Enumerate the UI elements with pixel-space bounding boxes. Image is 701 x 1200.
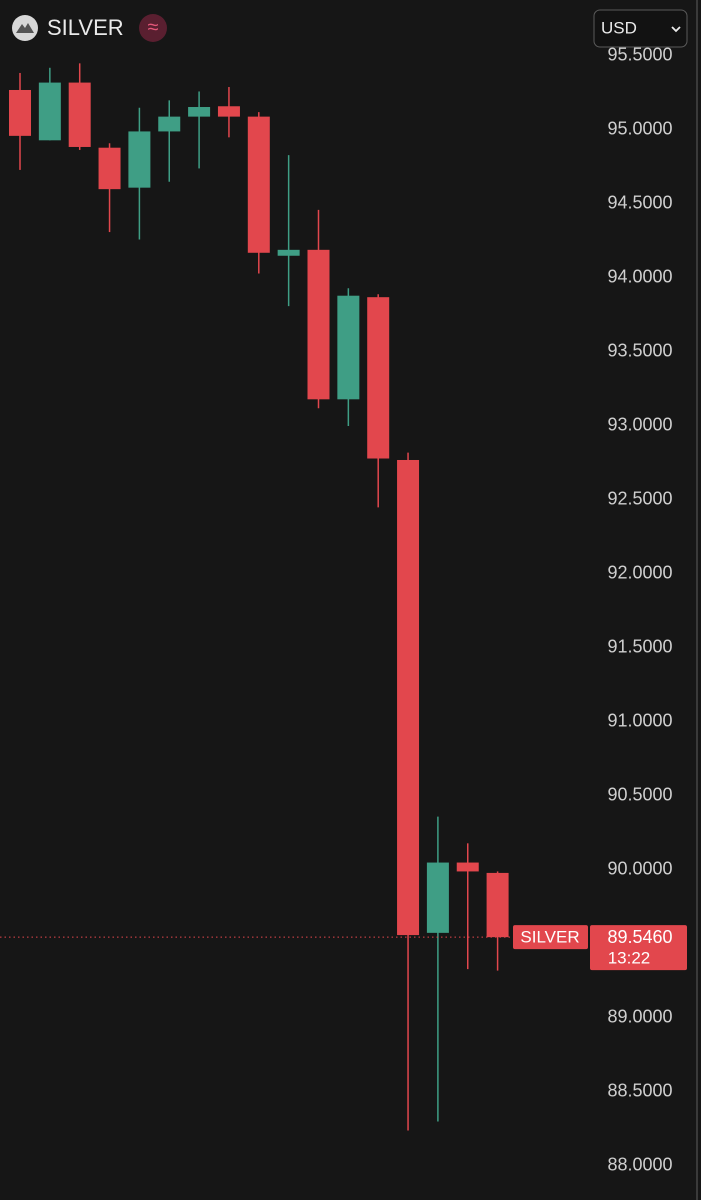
currency-label[interactable]: USD bbox=[601, 18, 637, 37]
symbol-name[interactable]: SILVER bbox=[47, 15, 124, 40]
header: SILVER ≈ USD bbox=[12, 9, 688, 48]
candle-body bbox=[247, 116, 270, 253]
y-tick-label: 91.5000 bbox=[607, 637, 672, 657]
candle-body bbox=[486, 872, 509, 938]
symbol-icon-glyph bbox=[16, 23, 34, 33]
y-tick-label: 92.5000 bbox=[607, 489, 672, 509]
candle-body bbox=[397, 459, 420, 936]
y-tick-label: 90.5000 bbox=[607, 785, 672, 805]
plot bbox=[9, 63, 509, 1131]
candle-body bbox=[217, 106, 240, 117]
candle-body bbox=[426, 862, 449, 933]
y-tick-label: 91.0000 bbox=[607, 711, 672, 731]
y-tick-label: 90.0000 bbox=[607, 859, 672, 879]
candle-body bbox=[307, 249, 330, 400]
y-tick-label: 88.5000 bbox=[607, 1081, 672, 1101]
y-tick-label: 93.0000 bbox=[607, 415, 672, 435]
y-tick-label: 92.0000 bbox=[607, 563, 672, 583]
y-tick-label: 93.5000 bbox=[607, 341, 672, 361]
candle-body bbox=[367, 297, 390, 459]
y-tick-label: 94.5000 bbox=[607, 193, 672, 213]
last-price-series-label: SILVER bbox=[520, 928, 579, 947]
y-tick-label: 88.0000 bbox=[607, 1155, 672, 1175]
candle-body bbox=[68, 82, 91, 147]
y-tick-label: 95.5000 bbox=[607, 45, 672, 65]
candle-body bbox=[98, 147, 121, 190]
candle-body bbox=[38, 82, 61, 141]
last-price-box bbox=[590, 925, 687, 971]
last-price-value: 89.5460 bbox=[607, 927, 672, 947]
candle-body bbox=[9, 89, 31, 136]
currency-select[interactable] bbox=[593, 9, 688, 48]
y-tick-label: 94.0000 bbox=[607, 267, 672, 287]
last-price-series-box bbox=[513, 925, 588, 950]
candle-body bbox=[456, 862, 479, 872]
candle-body bbox=[337, 295, 360, 400]
badge-text: ≈ bbox=[148, 16, 159, 38]
candle-body bbox=[188, 107, 211, 117]
candle-body bbox=[128, 131, 151, 188]
last-price-tag: SILVER 89.5460 13:22 bbox=[0, 925, 687, 971]
y-tick-label: 95.0000 bbox=[607, 119, 672, 139]
badge bbox=[139, 14, 167, 42]
y-tick-label: 89.0000 bbox=[607, 1007, 672, 1027]
chevron bbox=[671, 26, 681, 33]
countdown: 13:22 bbox=[608, 949, 651, 968]
candle-body bbox=[277, 249, 300, 256]
price-axis: 95.5000 95.0000 94.5000 94.0000 93.5000 93.00… bbox=[607, 45, 672, 1175]
candle-body bbox=[158, 116, 181, 132]
